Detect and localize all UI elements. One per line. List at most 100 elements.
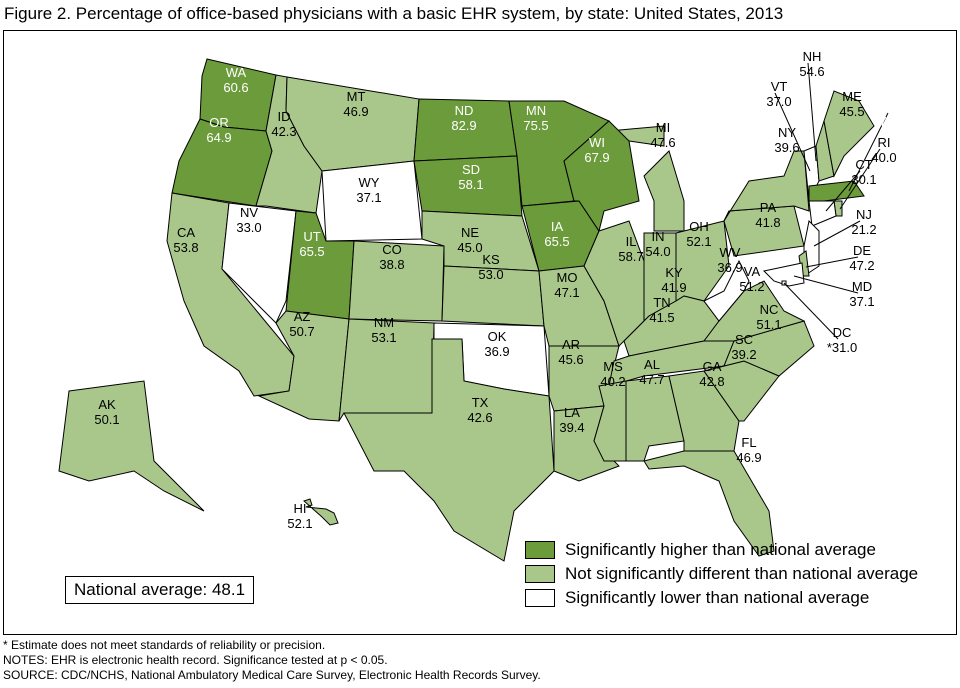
state-value-LA: 39.4: [559, 420, 584, 435]
figure-title: Figure 2. Percentage of office-based phy…: [4, 4, 784, 23]
state-value-NV: 33.0: [236, 220, 261, 235]
state-value-AR: 45.6: [558, 352, 583, 367]
state-label-MO: MO: [557, 270, 578, 285]
state-label-PA: PA: [760, 200, 777, 215]
state-value-ME: 45.5: [839, 104, 864, 119]
legend-label: Significantly lower than national averag…: [565, 588, 870, 607]
callout-line: [774, 92, 811, 172]
state-label-NY: NY: [778, 125, 796, 140]
state-value-SC: 39.2: [731, 347, 756, 362]
note-source: SOURCE: CDC/NCHS, National Ambulatory Me…: [3, 668, 541, 682]
state-label-AZ: AZ: [294, 309, 311, 324]
map-frame: WA 60.6 OR 64.9 CA 53.8 NV 33.0 ID 42.3 MT 46.9 WY 37…: [3, 30, 957, 635]
state-label-MN: MN: [526, 103, 546, 118]
state-value-CA: 53.8: [173, 240, 198, 255]
legend-label: Not significantly different than nationa…: [565, 564, 919, 583]
state-label-OR: OR: [209, 115, 229, 130]
state-value-KS: 53.0: [478, 267, 503, 282]
state-MD: [762, 262, 805, 287]
state-value-VT: 37.0: [766, 94, 791, 109]
state-value-NE: 45.0: [457, 240, 482, 255]
legend-item-higher: Significantly higher than national avera…: [525, 538, 918, 562]
state-value-NH: 54.6: [799, 64, 824, 79]
state-ME: [823, 90, 875, 178]
state-label-NE: NE: [461, 225, 479, 240]
state-value-WV: 36.9: [717, 260, 742, 275]
legend-swatch: [525, 541, 555, 559]
legend-item-not-different: Not significantly different than nationa…: [525, 562, 918, 586]
callout-line: [807, 62, 817, 162]
state-value-MN: 75.5: [523, 118, 548, 133]
state-value-MS: 40.2: [600, 374, 625, 389]
state-label-OK: OK: [488, 329, 507, 344]
state-value-IA: 65.5: [544, 234, 569, 249]
state-label-GA: GA: [703, 359, 722, 374]
state-value-RI: 40.0: [871, 150, 896, 165]
state-label-VT: VT: [771, 79, 788, 94]
state-label-OH: OH: [689, 219, 709, 234]
legend: Significantly higher than national avera…: [525, 538, 918, 610]
state-value-ND: 82.9: [451, 118, 476, 133]
state-value-ID: 42.3: [271, 124, 296, 139]
state-value-CO: 38.8: [379, 257, 404, 272]
callout-line: [825, 170, 861, 212]
notes: * Estimate does not meet standards of re…: [3, 638, 541, 683]
state-label-HI: HI: [294, 501, 307, 516]
national-average-box: National average: 48.1: [65, 576, 255, 604]
state-value-CT: 30.1: [851, 172, 876, 187]
state-label-MI: MI: [656, 120, 670, 135]
legend-label: Significantly higher than national avera…: [565, 540, 876, 559]
state-value-HI: 52.1: [287, 516, 312, 531]
state-value-MT: 46.9: [343, 104, 368, 119]
callout-line: [793, 275, 859, 294]
state-label-NV: NV: [240, 205, 258, 220]
state-label-IN: IN: [652, 229, 665, 244]
state-label-MS: MS: [603, 359, 623, 374]
state-value-NC: 51.1: [756, 317, 781, 332]
state-value-DC: *31.0: [827, 340, 857, 355]
state-label-AR: AR: [562, 337, 580, 352]
state-label-VA: VA: [744, 264, 761, 279]
state-value-GA: 42.8: [699, 374, 724, 389]
state-label-AK: AK: [98, 397, 116, 412]
state-label-IA: IA: [551, 219, 564, 234]
state-value-UT: 65.5: [299, 244, 324, 259]
state-label-TX: TX: [472, 395, 489, 410]
state-value-IL: 58.7: [618, 249, 643, 264]
state-value-TX: 42.6: [467, 410, 492, 425]
state-value-AK: 50.1: [94, 412, 119, 427]
state-MI: [643, 150, 685, 232]
state-label-AL: AL: [644, 357, 660, 372]
state-label-UT: UT: [303, 229, 320, 244]
state-label-SC: SC: [735, 332, 753, 347]
callout-line: [813, 220, 861, 247]
state-TX: [343, 338, 555, 562]
state-value-MA: 70.6: [879, 114, 904, 129]
state-label-ME: ME: [842, 89, 862, 104]
state-label-ID: ID: [278, 109, 291, 124]
state-label-NJ: NJ: [856, 207, 872, 222]
callout-line: [839, 148, 881, 210]
state-label-CT: CT: [855, 157, 872, 172]
state-value-TN: 41.5: [649, 310, 674, 325]
state-label-WA: WA: [226, 65, 247, 80]
state-label-WI: WI: [589, 135, 605, 150]
state-label-RI: RI: [878, 135, 891, 150]
state-value-OR: 64.9: [206, 130, 231, 145]
state-label-TN: TN: [653, 295, 670, 310]
state-NV: [221, 202, 297, 324]
state-value-AL: 47.7: [639, 372, 664, 387]
state-label-NC: NC: [760, 302, 779, 317]
state-value-MO: 47.1: [554, 285, 579, 300]
state-label-NH: NH: [803, 49, 822, 64]
state-value-PA: 41.8: [755, 215, 780, 230]
state-WV: [703, 259, 750, 322]
state-value-WY: 37.1: [356, 190, 381, 205]
state-label-LA: LA: [564, 405, 580, 420]
state-label-CO: CO: [382, 242, 402, 257]
state-value-NM: 53.1: [371, 330, 396, 345]
state-value-WI: 67.9: [584, 150, 609, 165]
state-label-WY: WY: [359, 175, 380, 190]
state-value-OH: 52.1: [686, 234, 711, 249]
